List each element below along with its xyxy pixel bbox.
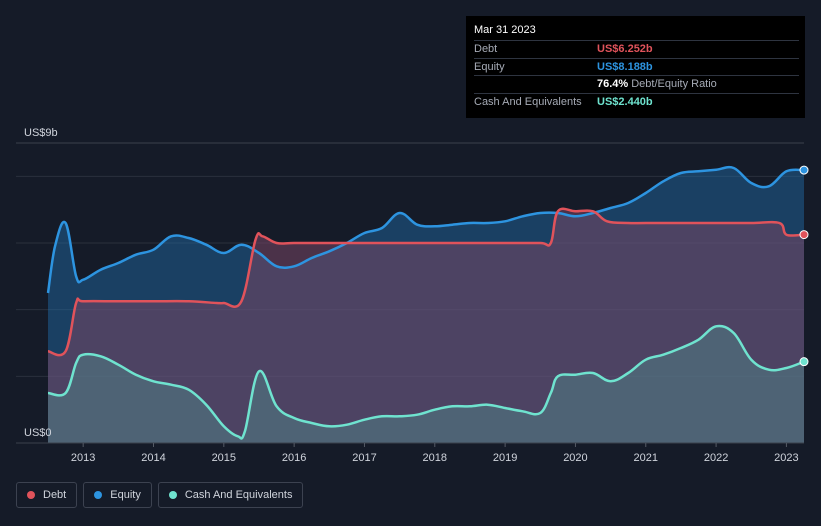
tooltip-panel: Mar 31 2023 Debt US$6.252b Equity US$8.1… [466,16,805,118]
tooltip-row-debt: Debt US$6.252b [474,40,799,58]
series-lines [46,165,805,440]
y-axis-bottom-label: US$0 [24,427,52,439]
x-tick-label: 2022 [704,452,728,464]
tooltip-value: US$8.188b [597,60,653,73]
x-tick-label: 2018 [423,452,447,464]
circle-icon [27,491,35,499]
tooltip-row-cash: Cash And Equivalents US$2.440b [474,92,799,111]
tooltip-label: Cash And Equivalents [474,95,582,108]
chart-legend: Debt Equity Cash And Equivalents [16,482,309,508]
legend-item-debt[interactable]: Debt [16,482,78,508]
tooltip-row-equity: Equity US$8.188b [474,57,799,76]
circle-icon [94,491,103,499]
x-tick-label: 2023 [774,452,798,464]
endpoint-cash-and-equivalents [799,357,809,367]
area-cash-and-equivalents [48,325,804,443]
circle-icon [168,491,177,499]
tooltip-value: 76.4% [597,78,629,91]
area-debt [48,208,804,443]
legend-label: Cash And Equivalents [184,489,293,501]
x-tick-label: 2016 [282,452,306,464]
endpoint-debt [799,230,809,240]
tooltip-value: US$6.252b [597,43,653,56]
x-tick-label: 2014 [141,452,165,464]
y-axis-top-label: US$9b [24,127,58,139]
endpoint-equity [799,165,809,175]
x-axis: 2013 2014 2015 2016 2017 2018 2019 2020 2021 2022… [16,442,804,464]
x-tick-label: 2017 [352,452,376,464]
x-tick-label: 2019 [493,452,517,464]
tooltip-label: Debt [474,43,498,56]
legend-label: Equity [110,489,141,501]
legend-item-cash[interactable]: Cash And Equivalents [157,482,304,508]
line-debt [47,207,805,357]
x-tick-label: 2021 [634,452,658,464]
legend-label: Debt [43,489,67,501]
tooltip-row-ratio: 76.4% Debt/Equity Ratio [474,75,799,93]
tooltip-date: Mar 31 2023 [474,24,536,36]
x-tick-label: 2013 [71,452,95,464]
tooltip-ratio-label: Debt/Equity Ratio [631,78,717,91]
x-tick-label: 2015 [212,452,236,464]
legend-item-equity[interactable]: Equity [83,482,152,508]
line-cash-and-equivalents [47,324,805,440]
series-areas [48,167,804,443]
x-tick-label: 2020 [563,452,587,464]
tooltip-label: Equity [474,60,505,73]
series-endpoints [799,165,809,367]
line-equity [46,165,805,294]
tooltip-value: US$2.440b [597,95,653,108]
